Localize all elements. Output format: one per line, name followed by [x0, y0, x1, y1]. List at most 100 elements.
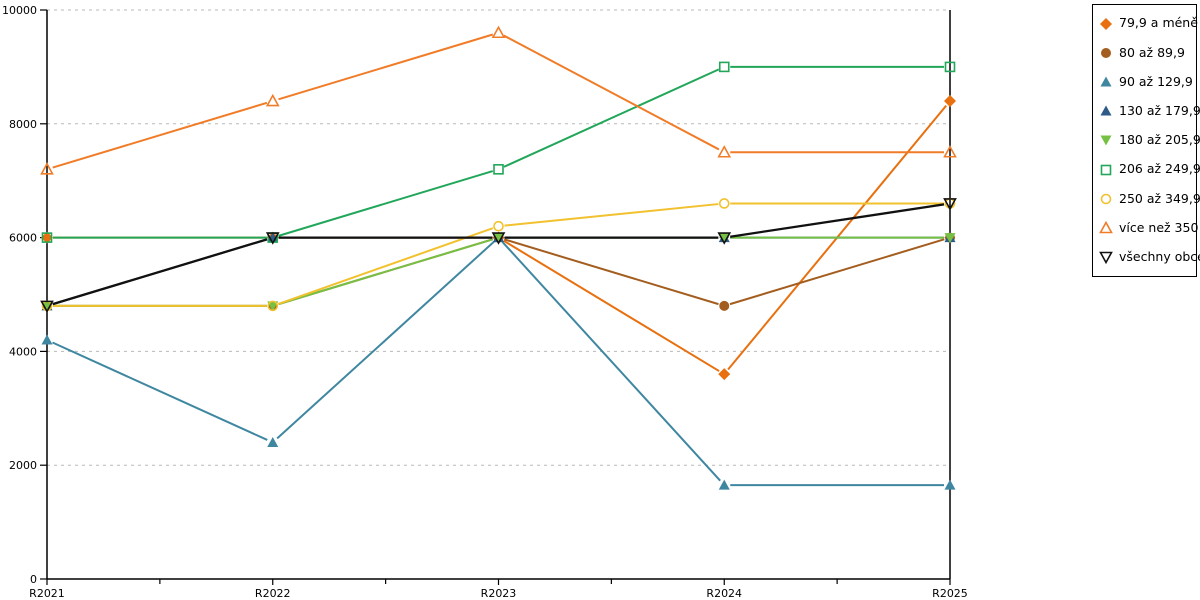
data-point-marker: [41, 231, 53, 244]
x-tick-label: R2021: [29, 587, 65, 600]
data-point-marker: [1100, 193, 1112, 205]
data-point-marker: [493, 233, 504, 244]
series-line-segment: [278, 170, 494, 237]
series-line-segment: [278, 33, 494, 101]
y-tick-label: 6000: [9, 232, 37, 245]
data-point-marker: [41, 232, 53, 243]
data-point-marker: [944, 95, 956, 108]
data-point-marker: [267, 436, 279, 447]
series-8: [40, 25, 957, 175]
series-line-segment: [729, 238, 945, 306]
legend-marker-icon: [1099, 221, 1113, 234]
chart-legend: 79,9 a méně 80 až 89,9 90 až 129,9 130 až 1…: [1092, 4, 1200, 277]
data-point-marker: [267, 300, 279, 312]
data-point-marker: [41, 334, 53, 345]
data-point-marker: [944, 233, 956, 244]
data-point-marker: [40, 300, 54, 314]
series-line-segment: [52, 238, 268, 306]
legend-label: 206 až 249,9: [1119, 161, 1200, 177]
data-point-marker: [493, 220, 504, 232]
data-point-marker: [1099, 252, 1113, 265]
data-point-marker: [1100, 135, 1112, 146]
data-point-marker: [40, 162, 54, 175]
data-point-marker: [265, 232, 280, 245]
data-point-marker: [717, 145, 732, 158]
legend-item: všechny obce: [1099, 250, 1200, 265]
series-3: [41, 232, 956, 490]
legend-item: 206 až 249,9: [1099, 163, 1200, 177]
legend-marker-icon: [1100, 105, 1112, 116]
data-point-marker: [944, 479, 956, 490]
legend-label: všechny obce: [1119, 249, 1200, 265]
series-line-segment: [52, 101, 268, 169]
y-tick-label: 4000: [9, 345, 37, 358]
series-line-segment: [503, 34, 720, 151]
legend-item: více než 350: [1099, 221, 1198, 235]
legend-item: 79,9 a méně: [1099, 17, 1198, 31]
legend-marker-icon: [1100, 76, 1112, 87]
data-point-marker: [718, 368, 731, 381]
data-point-marker: [943, 145, 957, 158]
data-point-marker: [718, 479, 730, 490]
data-point-marker: [944, 61, 956, 73]
legend-marker-icon: [1099, 252, 1113, 265]
y-tick-label: 8000: [9, 118, 37, 131]
legend-label: 80 až 89,9: [1119, 44, 1185, 60]
x-tick-label: R2022: [255, 587, 291, 600]
data-point-marker: [1100, 164, 1112, 176]
data-point-marker: [717, 232, 732, 245]
series-line-segment: [278, 227, 494, 305]
x-tick-label: R2023: [481, 587, 517, 600]
x-tick-label: R2025: [932, 587, 968, 600]
legend-marker-icon: [1100, 193, 1112, 205]
series-7: [41, 198, 956, 312]
data-point-marker: [1100, 76, 1112, 87]
data-point-marker: [1100, 105, 1112, 116]
series-line-segment: [503, 68, 720, 168]
legend-label: 90 až 129,9: [1119, 73, 1193, 89]
data-point-marker: [718, 198, 730, 209]
data-point-marker: [1100, 17, 1112, 30]
series-line-segment: [504, 203, 719, 227]
legend-marker-icon: [1100, 164, 1112, 176]
data-point-marker: [267, 301, 279, 312]
legend-marker-icon: [1100, 135, 1112, 146]
series-line-segment: [276, 240, 495, 440]
data-point-marker: [491, 25, 506, 39]
data-point-marker: [719, 300, 730, 311]
legend-marker-icon: [1101, 47, 1111, 58]
series-9: [40, 198, 957, 314]
data-point-marker: [718, 61, 730, 73]
legend-item: 250 až 349,9: [1099, 192, 1200, 206]
y-tick-label: 0: [30, 573, 37, 586]
legend-label: 250 až 349,9: [1119, 190, 1200, 206]
x-tick-label: R2024: [706, 587, 742, 600]
legend-marker-icon: [1100, 17, 1112, 30]
data-point-marker: [1099, 221, 1113, 234]
data-point-marker: [943, 198, 957, 211]
data-point-marker: [718, 233, 730, 244]
series-line-segment: [501, 241, 721, 482]
series-line-segment: [503, 238, 719, 306]
data-point-marker: [1101, 47, 1111, 58]
series-line-segment: [278, 238, 494, 306]
legend-item: 130 až 179,9: [1099, 104, 1200, 118]
data-point-marker: [41, 301, 53, 312]
legend-label: 79,9 a méně: [1119, 15, 1198, 31]
data-point-marker: [491, 232, 506, 245]
y-tick-label: 2000: [9, 459, 37, 472]
series-line-segment: [52, 341, 268, 441]
data-point-marker: [493, 164, 504, 175]
legend-item: 80 až 89,9: [1099, 46, 1190, 60]
series-line-segment: [503, 239, 720, 372]
legend-item: 180 až 205,9: [1099, 133, 1200, 147]
legend-label: 130 až 179,9: [1119, 103, 1200, 119]
y-tick-label: 10000: [2, 4, 37, 17]
legend-label: 180 až 205,9: [1119, 132, 1200, 148]
series-line-segment: [730, 203, 945, 238]
data-point-marker: [265, 93, 280, 107]
legend-item: 90 až 129,9: [1099, 73, 1193, 89]
legend-label: více než 350: [1119, 219, 1199, 235]
